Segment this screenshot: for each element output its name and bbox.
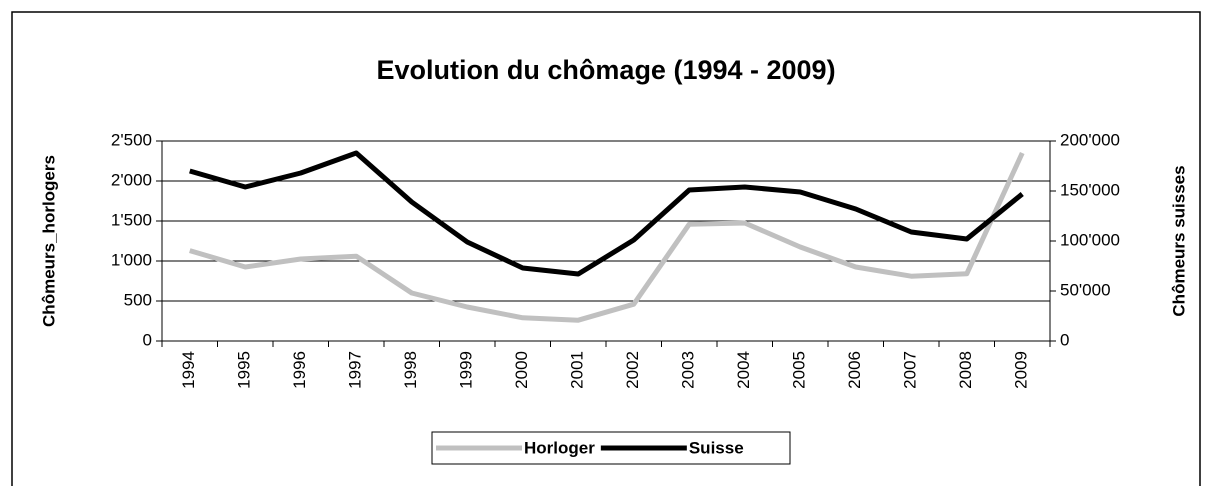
x-tick-label: 2003: [679, 351, 698, 389]
legend-label: Horloger: [524, 438, 595, 457]
x-tick-label: 2002: [623, 351, 642, 389]
x-tick-label: 2007: [901, 351, 920, 389]
y-tick-label: 500: [124, 290, 152, 309]
legend-label: Suisse: [689, 438, 744, 457]
y-tick-label: 1'500: [111, 210, 152, 229]
y-axis-label: Chômeurs_horlogers: [39, 155, 58, 327]
x-tick-label: 1998: [401, 351, 420, 389]
x-tick-label: 2009: [1012, 351, 1031, 389]
x-tick-label: 2001: [568, 351, 587, 389]
y-tick-label: 2'500: [111, 130, 152, 149]
x-tick-label: 1999: [457, 351, 476, 389]
y-tick-label: 2'000: [111, 170, 152, 189]
y2-tick-label: 200'000: [1060, 130, 1120, 149]
y2-tick-label: 150'000: [1060, 180, 1120, 199]
y2-axis-label: Chômeurs suisses: [1169, 165, 1188, 316]
x-tick-label: 1996: [290, 351, 309, 389]
x-tick-label: 2005: [790, 351, 809, 389]
x-tick-label: 2008: [956, 351, 975, 389]
series-line: [189, 150, 1024, 277]
x-tick-label: 2000: [512, 351, 531, 389]
x-tick-label: 2004: [734, 351, 753, 389]
y-tick-label: 1'000: [111, 250, 152, 269]
y2-tick-label: 50'000: [1060, 280, 1111, 299]
y-tick-label: 0: [143, 330, 152, 349]
x-tick-label: 2006: [845, 351, 864, 389]
chart-title: Evolution du chômage (1994 - 2009): [376, 55, 835, 85]
y2-tick-label: 100'000: [1060, 230, 1120, 249]
series-line: [189, 151, 1025, 323]
x-tick-label: 1994: [179, 351, 198, 389]
x-tick-label: 1997: [346, 351, 365, 389]
x-tick-label: 1995: [235, 351, 254, 389]
y2-tick-label: 0: [1060, 330, 1069, 349]
chart-border: [11, 11, 1201, 491]
